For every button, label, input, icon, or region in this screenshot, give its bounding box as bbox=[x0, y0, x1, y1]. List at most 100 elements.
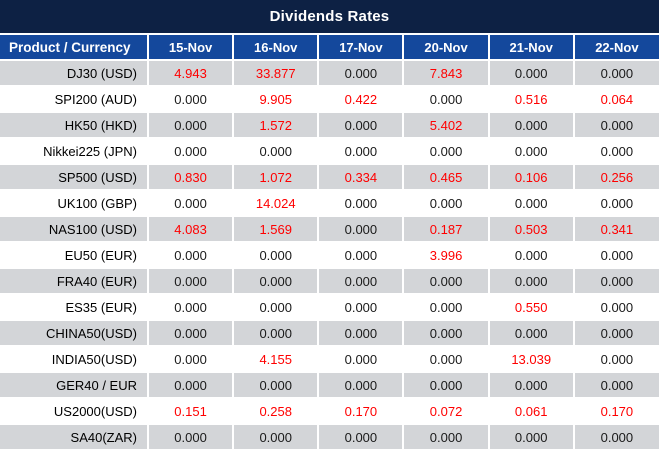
value-cell: 0.830 bbox=[146, 163, 235, 191]
value-cell: 0.000 bbox=[402, 85, 490, 113]
value-cell: 14.024 bbox=[232, 189, 320, 217]
value-cell: 0.000 bbox=[146, 137, 235, 165]
product-cell: DJ30 (USD) bbox=[0, 59, 149, 87]
value-cell: 0.000 bbox=[402, 319, 490, 347]
value-cell: 0.000 bbox=[317, 241, 405, 269]
value-cell: 1.572 bbox=[232, 111, 320, 139]
table-row: US2000(USD) 0.151 0.258 0.170 0.072 0.061 0.17… bbox=[0, 397, 659, 425]
value-cell: 9.905 bbox=[232, 85, 320, 113]
value-cell: 0.258 bbox=[232, 397, 320, 425]
product-cell: CHINA50(USD) bbox=[0, 319, 149, 347]
value-cell: 0.000 bbox=[487, 241, 575, 269]
value-cell: 5.402 bbox=[402, 111, 490, 139]
value-cell: 0.000 bbox=[487, 423, 575, 451]
product-cell: SA40(ZAR) bbox=[0, 423, 149, 451]
value-cell: 0.000 bbox=[402, 423, 490, 451]
value-cell: 0.000 bbox=[572, 241, 659, 269]
value-cell: 0.516 bbox=[487, 85, 575, 113]
value-cell: 0.000 bbox=[232, 137, 320, 165]
value-cell: 0.000 bbox=[146, 111, 235, 139]
value-cell: 0.000 bbox=[317, 137, 405, 165]
value-cell: 0.000 bbox=[146, 267, 235, 295]
value-cell: 0.000 bbox=[317, 345, 405, 373]
product-cell: NAS100 (USD) bbox=[0, 215, 149, 243]
product-currency-header: Product / Currency bbox=[0, 33, 149, 61]
date-column-header: 15-Nov bbox=[146, 33, 235, 61]
table-row: GER40 / EUR 0.000 0.000 0.000 0.000 0.000 0.00… bbox=[0, 371, 659, 399]
value-cell: 0.000 bbox=[232, 423, 320, 451]
value-cell: 0.000 bbox=[232, 319, 320, 347]
value-cell: 0.000 bbox=[402, 371, 490, 399]
value-cell: 0.170 bbox=[317, 397, 405, 425]
value-cell: 0.000 bbox=[572, 189, 659, 217]
product-cell: US2000(USD) bbox=[0, 397, 149, 425]
value-cell: 0.000 bbox=[146, 345, 235, 373]
value-cell: 0.000 bbox=[487, 111, 575, 139]
value-cell: 0.000 bbox=[572, 111, 659, 139]
value-cell: 0.064 bbox=[572, 85, 659, 113]
value-cell: 0.000 bbox=[232, 371, 320, 399]
value-cell: 1.072 bbox=[232, 163, 320, 191]
table-row: UK100 (GBP) 0.000 14.024 0.000 0.000 0.000 0.0… bbox=[0, 189, 659, 217]
value-cell: 0.072 bbox=[402, 397, 490, 425]
value-cell: 4.155 bbox=[232, 345, 320, 373]
value-cell: 0.000 bbox=[317, 267, 405, 295]
value-cell: 0.000 bbox=[487, 319, 575, 347]
table-row: NAS100 (USD) 4.083 1.569 0.000 0.187 0.503 0.3… bbox=[0, 215, 659, 243]
value-cell: 13.039 bbox=[487, 345, 575, 373]
dividends-table: Product / Currency 15-Nov 16-Nov 17-Nov 20-… bbox=[0, 33, 659, 451]
product-cell: SP500 (USD) bbox=[0, 163, 149, 191]
value-cell: 0.550 bbox=[487, 293, 575, 321]
value-cell: 0.000 bbox=[572, 59, 659, 87]
product-cell: ES35 (EUR) bbox=[0, 293, 149, 321]
product-cell: SPI200 (AUD) bbox=[0, 85, 149, 113]
value-cell: 0.000 bbox=[232, 241, 320, 269]
product-cell: INDIA50(USD) bbox=[0, 345, 149, 373]
table-row: EU50 (EUR) 0.000 0.000 0.000 3.996 0.000 0.000 bbox=[0, 241, 659, 269]
value-cell: 0.151 bbox=[146, 397, 235, 425]
value-cell: 0.187 bbox=[402, 215, 490, 243]
product-cell: EU50 (EUR) bbox=[0, 241, 149, 269]
table-row: SP500 (USD) 0.830 1.072 0.334 0.465 0.106 0.25… bbox=[0, 163, 659, 191]
value-cell: 0.000 bbox=[146, 241, 235, 269]
table-row: FRA40 (EUR) 0.000 0.000 0.000 0.000 0.000 0.00… bbox=[0, 267, 659, 295]
value-cell: 0.000 bbox=[572, 423, 659, 451]
value-cell: 0.000 bbox=[146, 293, 235, 321]
value-cell: 0.000 bbox=[572, 293, 659, 321]
date-column-header: 21-Nov bbox=[487, 33, 575, 61]
value-cell: 0.503 bbox=[487, 215, 575, 243]
value-cell: 0.000 bbox=[487, 189, 575, 217]
table-row: HK50 (HKD) 0.000 1.572 0.000 5.402 0.000 0.000 bbox=[0, 111, 659, 139]
value-cell: 0.465 bbox=[402, 163, 490, 191]
date-column-header: 17-Nov bbox=[317, 33, 405, 61]
table-row: ES35 (EUR) 0.000 0.000 0.000 0.000 0.550 0.000 bbox=[0, 293, 659, 321]
value-cell: 0.000 bbox=[317, 371, 405, 399]
value-cell: 0.000 bbox=[146, 423, 235, 451]
value-cell: 0.000 bbox=[487, 371, 575, 399]
value-cell: 0.000 bbox=[146, 319, 235, 347]
table-row: SA40(ZAR) 0.000 0.000 0.000 0.000 0.000 0.000 bbox=[0, 423, 659, 451]
table-row: Nikkei225 (JPN) 0.000 0.000 0.000 0.000 0.000… bbox=[0, 137, 659, 165]
value-cell: 0.000 bbox=[317, 319, 405, 347]
value-cell: 0.000 bbox=[402, 345, 490, 373]
product-cell: GER40 / EUR bbox=[0, 371, 149, 399]
table-row: SPI200 (AUD) 0.000 9.905 0.422 0.000 0.516 0.0… bbox=[0, 85, 659, 113]
value-cell: 0.000 bbox=[572, 371, 659, 399]
value-cell: 0.000 bbox=[572, 345, 659, 373]
value-cell: 0.106 bbox=[487, 163, 575, 191]
table-row: DJ30 (USD) 4.943 33.877 0.000 7.843 0.000 0.00… bbox=[0, 59, 659, 87]
value-cell: 0.000 bbox=[402, 189, 490, 217]
title-bar: Dividends Rates bbox=[0, 0, 659, 33]
value-cell: 0.000 bbox=[146, 371, 235, 399]
value-cell: 0.000 bbox=[317, 111, 405, 139]
value-cell: 1.569 bbox=[232, 215, 320, 243]
value-cell: 0.000 bbox=[572, 267, 659, 295]
value-cell: 0.000 bbox=[146, 85, 235, 113]
product-cell: HK50 (HKD) bbox=[0, 111, 149, 139]
value-cell: 4.943 bbox=[146, 59, 235, 87]
value-cell: 0.000 bbox=[487, 59, 575, 87]
value-cell: 4.083 bbox=[146, 215, 235, 243]
value-cell: 0.000 bbox=[232, 267, 320, 295]
product-cell: Nikkei225 (JPN) bbox=[0, 137, 149, 165]
value-cell: 0.000 bbox=[402, 293, 490, 321]
